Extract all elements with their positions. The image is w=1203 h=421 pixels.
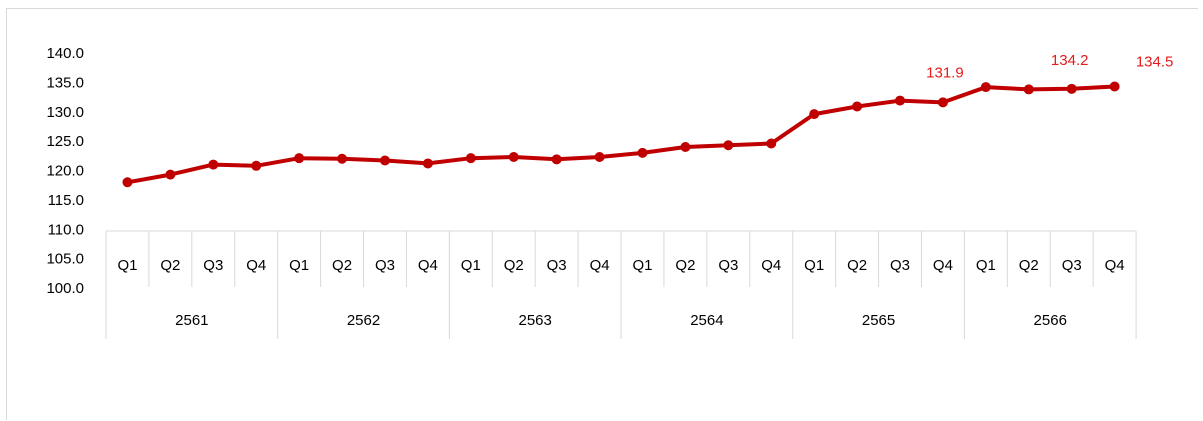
data-point [895,95,906,106]
data-point [1066,83,1077,94]
data-point [508,151,519,162]
data-label: 131.9 [926,64,964,81]
x-tick-label: Q4 [418,257,438,274]
data-point [980,82,991,93]
data-point [766,138,777,149]
y-tick-label: 140.0 [46,45,84,62]
chart-frame [6,8,1198,420]
data-point [1109,81,1120,92]
x-tick-label: Q4 [590,257,610,274]
data-point [251,160,262,171]
series-line [125,84,1117,185]
y-tick-label: 110.0 [48,221,84,238]
year-label: 2561 [175,312,208,329]
y-tick-label: 125.0 [46,133,84,150]
data-point [937,97,948,108]
data-point [594,151,605,162]
y-tick-label: 105.0 [46,251,84,268]
data-point [379,155,390,166]
data-point [208,159,219,170]
x-tick-label: Q3 [203,257,223,274]
data-point [122,177,133,188]
year-label: 2565 [862,312,895,329]
x-tick-label: Q4 [933,257,953,274]
data-point [809,109,820,120]
x-tick-label: Q1 [117,257,137,274]
year-label: 2563 [519,312,552,329]
x-tick-label: Q1 [804,257,824,274]
x-tick-label: Q2 [1019,257,1039,274]
data-point [1023,84,1034,95]
x-tick-label: Q1 [461,257,481,274]
data-point [294,153,305,164]
data-label: 134.5 [1136,53,1174,70]
data-labels: 131.9 134.2 134.5 [926,52,1173,82]
x-tick-label: Q2 [847,257,867,274]
data-point [337,153,348,164]
y-tick-label: 100.0 [46,280,84,297]
y-tick-label: 130.0 [46,104,84,121]
series-layer [122,81,1120,188]
x-tick-label: Q3 [1062,257,1082,274]
x-tick-label: Q2 [332,257,352,274]
x-tick-label: Q4 [1105,257,1125,274]
data-point [165,169,176,180]
y-tick-label: 135.0 [46,74,84,91]
data-label: 134.2 [1051,52,1089,69]
x-tick-label: Q2 [675,257,695,274]
y-tick-label: 120.0 [46,163,84,180]
data-point [637,147,648,158]
data-point [723,140,734,151]
x-tick-label: Q1 [976,257,996,274]
x-tick-label: Q2 [504,257,524,274]
y-tick-label: 115.0 [48,192,84,209]
x-tick-label: Q3 [547,257,567,274]
x-tick-label: Q3 [890,257,910,274]
x-axis: Q1 Q2 Q3 Q4 2561 Q1 Q2 Q3 Q4 2562 Q1 Q2 Q3 Q4 2563 Q1 Q2… [105,230,1137,339]
y-axis: 140.0 135.0 130.0 125.0 120.0 115.0 110.0 105.0… [46,45,84,297]
data-point [551,154,562,165]
x-tick-label: Q2 [160,257,180,274]
year-label: 2562 [347,312,380,329]
x-tick-label: Q3 [718,257,738,274]
x-tick-label: Q3 [375,257,395,274]
x-tick-label: Q4 [761,257,781,274]
x-tick-label: Q1 [632,257,652,274]
data-point [465,153,476,164]
x-tick-label: Q4 [246,257,266,274]
x-tick-label: Q1 [289,257,309,274]
data-point [680,142,691,152]
year-label: 2564 [690,312,723,329]
data-point [422,158,433,169]
data-point [852,101,863,112]
year-label: 2566 [1034,312,1067,329]
